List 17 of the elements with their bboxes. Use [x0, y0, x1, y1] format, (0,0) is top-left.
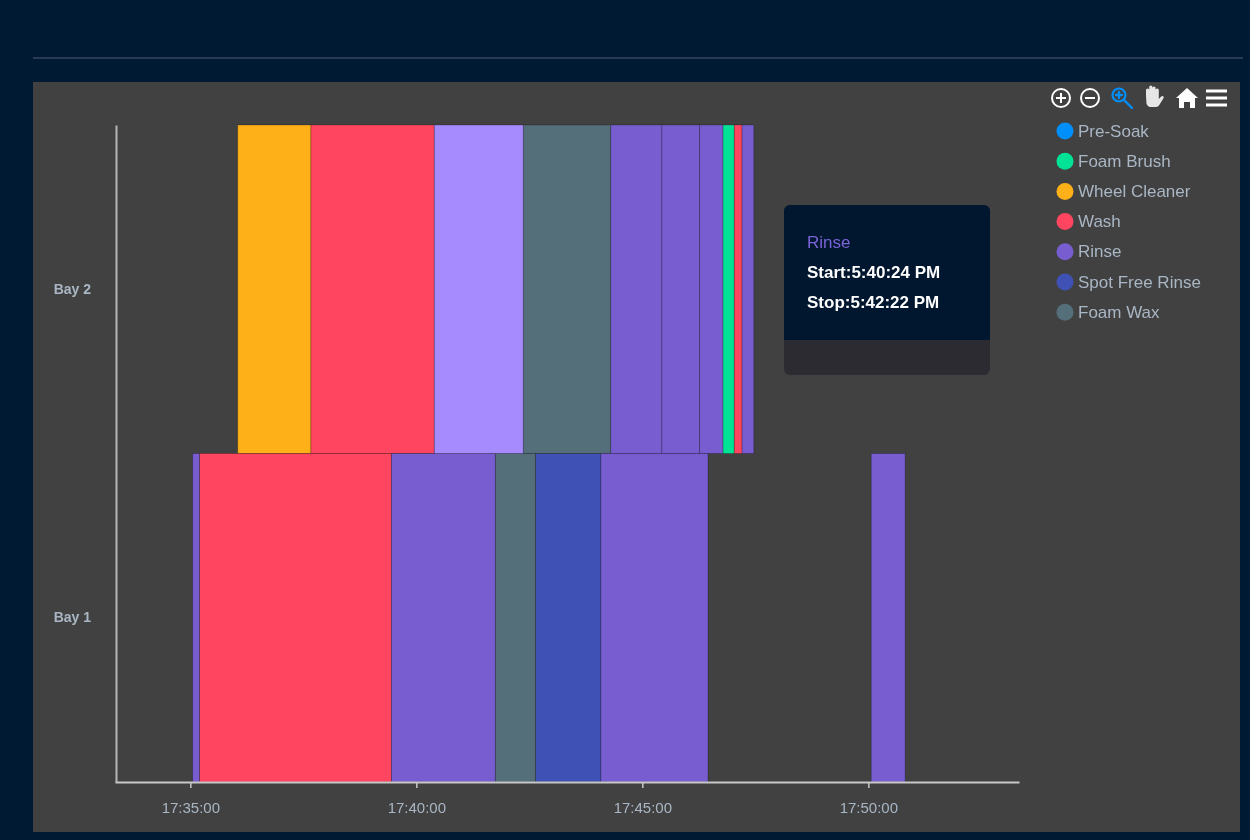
legend-label: Foam Brush	[1078, 151, 1171, 171]
legend-label: Wash	[1078, 212, 1121, 232]
x-tick-label: 17:50:00	[839, 798, 899, 816]
legend-label: Rinse	[1078, 242, 1122, 262]
annotation: Start:5:40:24 PM	[807, 262, 941, 282]
annotation: Stop:5:42:22 PM	[807, 292, 940, 312]
legend-label: Pre-Soak	[1078, 121, 1150, 141]
y-tick-label: Bay 1	[53, 609, 92, 626]
x-tick-label: 17:40:00	[387, 798, 447, 816]
legend-label: Spot Free Rinse	[1078, 272, 1201, 292]
x-tick-label: 17:45:00	[613, 798, 673, 816]
legend-label: Foam Wax	[1078, 302, 1161, 322]
bar	[870, 453, 906, 783]
x-tick-label: 17:35:00	[161, 798, 221, 816]
annotation: Rinse	[807, 232, 851, 252]
legend-label: Wheel Cleaner	[1078, 181, 1191, 201]
y-tick-label: Bay 2	[53, 280, 92, 297]
